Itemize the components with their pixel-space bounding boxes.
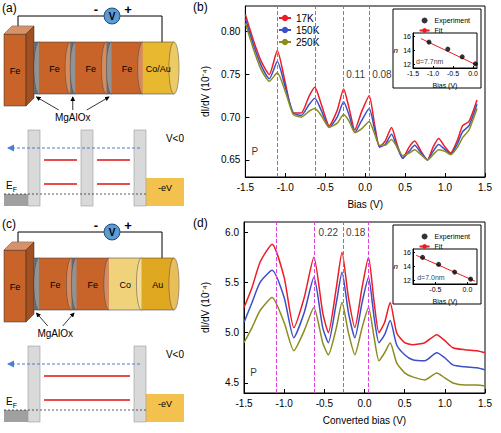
svg-text:dI/dV (10⁻⁴): dI/dV (10⁻⁴)	[200, 282, 211, 333]
svg-text:V<0: V<0	[166, 133, 185, 144]
svg-text:Experiment: Experiment	[435, 17, 470, 25]
svg-text:Fit: Fit	[435, 27, 443, 34]
svg-text:17K: 17K	[296, 13, 314, 24]
svg-text:4.5: 4.5	[225, 377, 239, 388]
svg-text:5.5: 5.5	[225, 277, 239, 288]
svg-text:16: 16	[403, 33, 411, 40]
svg-text:0.0: 0.0	[358, 398, 372, 409]
svg-text:Bias (V): Bias (V)	[433, 82, 458, 90]
svg-text:EF: EF	[6, 396, 17, 409]
svg-text:d=7.0nm: d=7.0nm	[417, 274, 445, 281]
svg-text:V: V	[109, 11, 116, 22]
svg-text:Fe: Fe	[49, 64, 60, 74]
svg-text:0.22: 0.22	[319, 227, 339, 238]
svg-text:-1.0: -1.0	[427, 70, 439, 77]
svg-text:150K: 150K	[296, 25, 320, 36]
svg-text:-1.5: -1.5	[235, 398, 253, 409]
svg-text:Fe: Fe	[10, 282, 21, 292]
svg-text:n: n	[394, 46, 399, 55]
svg-text:MgAlOx: MgAlOx	[55, 112, 91, 123]
svg-text:6.0: 6.0	[225, 227, 239, 238]
svg-text:Au: Au	[152, 280, 163, 290]
svg-text:Co/Au: Co/Au	[146, 64, 171, 74]
svg-text:-0.5: -0.5	[429, 286, 441, 293]
svg-text:+: +	[124, 218, 132, 233]
svg-text:dI/dV (10⁻⁴): dI/dV (10⁻⁴)	[200, 66, 211, 117]
svg-text:P: P	[250, 367, 257, 378]
svg-text:V: V	[109, 227, 116, 238]
svg-text:(c): (c)	[2, 217, 16, 231]
svg-text:16: 16	[403, 249, 411, 256]
html-text:(b): (b)	[193, 0, 208, 14]
svg-text:250K: 250K	[296, 37, 320, 48]
svg-text:0.11: 0.11	[346, 69, 365, 80]
svg-text:0.0: 0.0	[358, 182, 372, 193]
svg-text:-1.5: -1.5	[407, 70, 419, 77]
svg-text:0.70: 0.70	[221, 112, 241, 123]
html-text:(d): (d)	[193, 216, 208, 230]
svg-text:V<0: V<0	[166, 349, 185, 360]
svg-text:-eV: -eV	[158, 399, 172, 409]
svg-text:n: n	[394, 262, 399, 271]
svg-text:MgAlOx: MgAlOx	[37, 328, 73, 339]
svg-text:5.0: 5.0	[225, 327, 239, 338]
svg-text:(a): (a)	[2, 1, 17, 15]
svg-text:Fit: Fit	[435, 243, 443, 250]
svg-text:14: 14	[403, 263, 411, 270]
svg-text:0.5: 0.5	[398, 398, 412, 409]
svg-text:Converted bias (V): Converted bias (V)	[323, 415, 406, 426]
svg-text:14: 14	[403, 47, 411, 54]
svg-text:-1.0: -1.0	[276, 398, 294, 409]
svg-text:-: -	[94, 2, 98, 17]
svg-text:1.0: 1.0	[438, 182, 452, 193]
svg-text:-0.5: -0.5	[316, 398, 334, 409]
svg-text:Co: Co	[119, 280, 131, 290]
svg-text:-0.5: -0.5	[447, 70, 459, 77]
svg-text:Fe: Fe	[86, 64, 97, 74]
svg-text:-eV: -eV	[158, 183, 172, 193]
svg-text:1.5: 1.5	[478, 398, 492, 409]
svg-text:1.0: 1.0	[438, 398, 452, 409]
svg-text:d=7.7nm: d=7.7nm	[416, 58, 444, 65]
svg-text:Bias (V): Bias (V)	[347, 199, 383, 210]
svg-text:-1.0: -1.0	[277, 182, 295, 193]
svg-text:Experiment: Experiment	[435, 233, 470, 241]
svg-text:Bias (V): Bias (V)	[433, 298, 458, 306]
svg-text:0.5: 0.5	[398, 182, 412, 193]
svg-text:1.5: 1.5	[478, 182, 492, 193]
svg-text:-1.5: -1.5	[237, 182, 255, 193]
svg-text:Fe: Fe	[87, 280, 98, 290]
svg-text:0.18: 0.18	[346, 227, 366, 238]
svg-text:12: 12	[403, 61, 411, 68]
svg-text:Fe: Fe	[10, 66, 21, 76]
svg-text:EF: EF	[6, 180, 17, 193]
svg-text:0.08: 0.08	[372, 69, 392, 80]
svg-text:-0.5: -0.5	[317, 182, 335, 193]
svg-text:0.65: 0.65	[221, 154, 241, 165]
svg-text:12: 12	[403, 277, 411, 284]
svg-text:Fe: Fe	[50, 280, 61, 290]
svg-text:0.0: 0.0	[468, 70, 478, 77]
svg-text:P: P	[252, 146, 259, 157]
svg-text:Fe: Fe	[122, 64, 133, 74]
svg-text:0.0: 0.0	[463, 286, 473, 293]
svg-text:0.80: 0.80	[221, 26, 241, 37]
svg-text:-: -	[94, 218, 98, 233]
svg-text:+: +	[124, 2, 132, 17]
svg-text:0.75: 0.75	[221, 69, 241, 80]
